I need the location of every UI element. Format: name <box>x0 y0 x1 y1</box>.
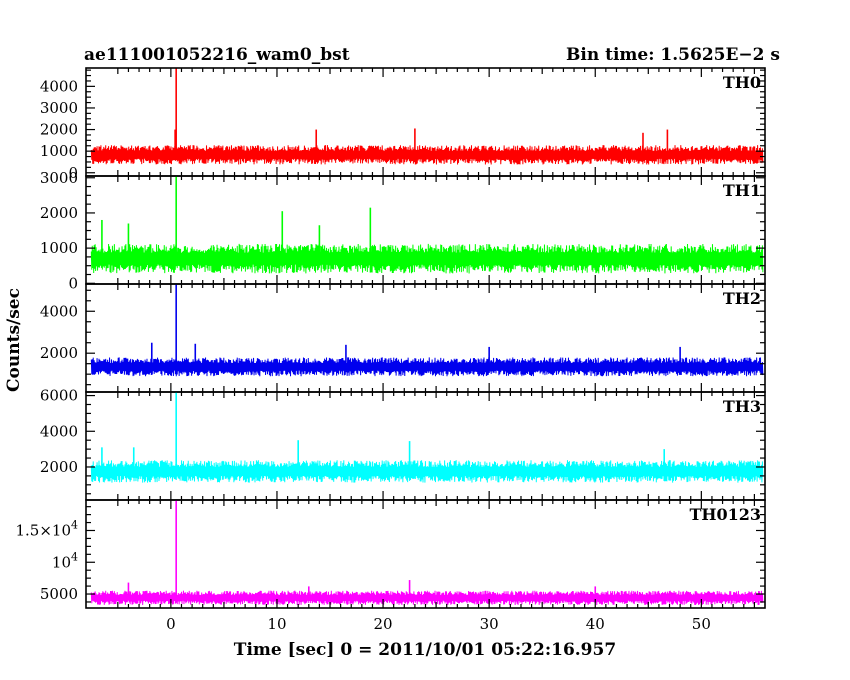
y-tick-label-th0123-2: 1.5×104 <box>15 518 78 539</box>
panel-th3: 2000 4000 6000 TH3 <box>40 387 766 501</box>
y-tick-label-th3-0: 2000 <box>40 458 78 476</box>
x-tick-label-0: 0 <box>166 615 176 633</box>
x-tick-label-1: 10 <box>267 615 286 633</box>
y-tick-label-th0-2: 2000 <box>40 121 78 139</box>
panel-label-th0: TH0 <box>723 73 761 92</box>
chart-title: ae111001052216_wam0_bst <box>84 45 350 65</box>
x-tick-label-3: 30 <box>480 615 499 633</box>
y-tick-label-th1-2: 2000 <box>40 204 78 222</box>
y-tick-label-th1-3: 3000 <box>40 169 78 187</box>
panel-th1: 0 1000 2000 3000 TH1 <box>40 169 766 292</box>
y-tick-label-th0-3: 3000 <box>40 99 78 117</box>
y-axis-label: Counts/sec <box>4 288 24 392</box>
y-tick-label-th1-1: 1000 <box>40 239 78 257</box>
y-tick-label-th0123-1: 104 <box>52 550 78 571</box>
y-tick-label-th2-0: 2000 <box>40 344 78 362</box>
series-line-th0 <box>90 145 764 165</box>
panel-frame-th3 <box>85 391 766 501</box>
panel-th0123: 5000 104 1.5×104 TH0123 <box>15 499 766 609</box>
bin-time-label: Bin time: 1.5625E−2 s <box>566 45 780 65</box>
y-tick-label-th3-2: 6000 <box>40 387 78 405</box>
x-tick-label-5: 50 <box>692 615 711 633</box>
panel-label-th1: TH1 <box>723 181 761 200</box>
panel-th2: 2000 4000 TH2 <box>40 283 766 393</box>
y-tick-label-th0-0: 0 <box>68 164 78 182</box>
y-tick-label-th2-1: 4000 <box>40 302 78 320</box>
series-line-th3 <box>90 460 764 483</box>
y-tick-label-th1-0: 0 <box>68 274 78 292</box>
series-line-th1 <box>90 243 764 274</box>
panel-label-th0123: TH0123 <box>689 505 761 524</box>
x-axis-label: Time [sec] 0 = 2011/10/01 05:22:16.957 <box>234 640 616 660</box>
x-tick-label-4: 40 <box>586 615 605 633</box>
panel-th0: 0 1000 2000 3000 4000 TH0 <box>40 67 766 182</box>
series-line-th2 <box>90 357 764 377</box>
y-tick-label-th3-1: 4000 <box>40 422 78 440</box>
y-tick-label-th0-1: 1000 <box>40 142 78 160</box>
y-tick-label-th0123-0: 5000 <box>40 585 78 603</box>
y-tick-label-th0-4: 4000 <box>40 77 78 95</box>
series-line-th0123 <box>90 590 764 605</box>
panel-label-th2: TH2 <box>723 289 761 308</box>
panel-label-th3: TH3 <box>723 397 761 416</box>
x-tick-label-2: 20 <box>374 615 393 633</box>
